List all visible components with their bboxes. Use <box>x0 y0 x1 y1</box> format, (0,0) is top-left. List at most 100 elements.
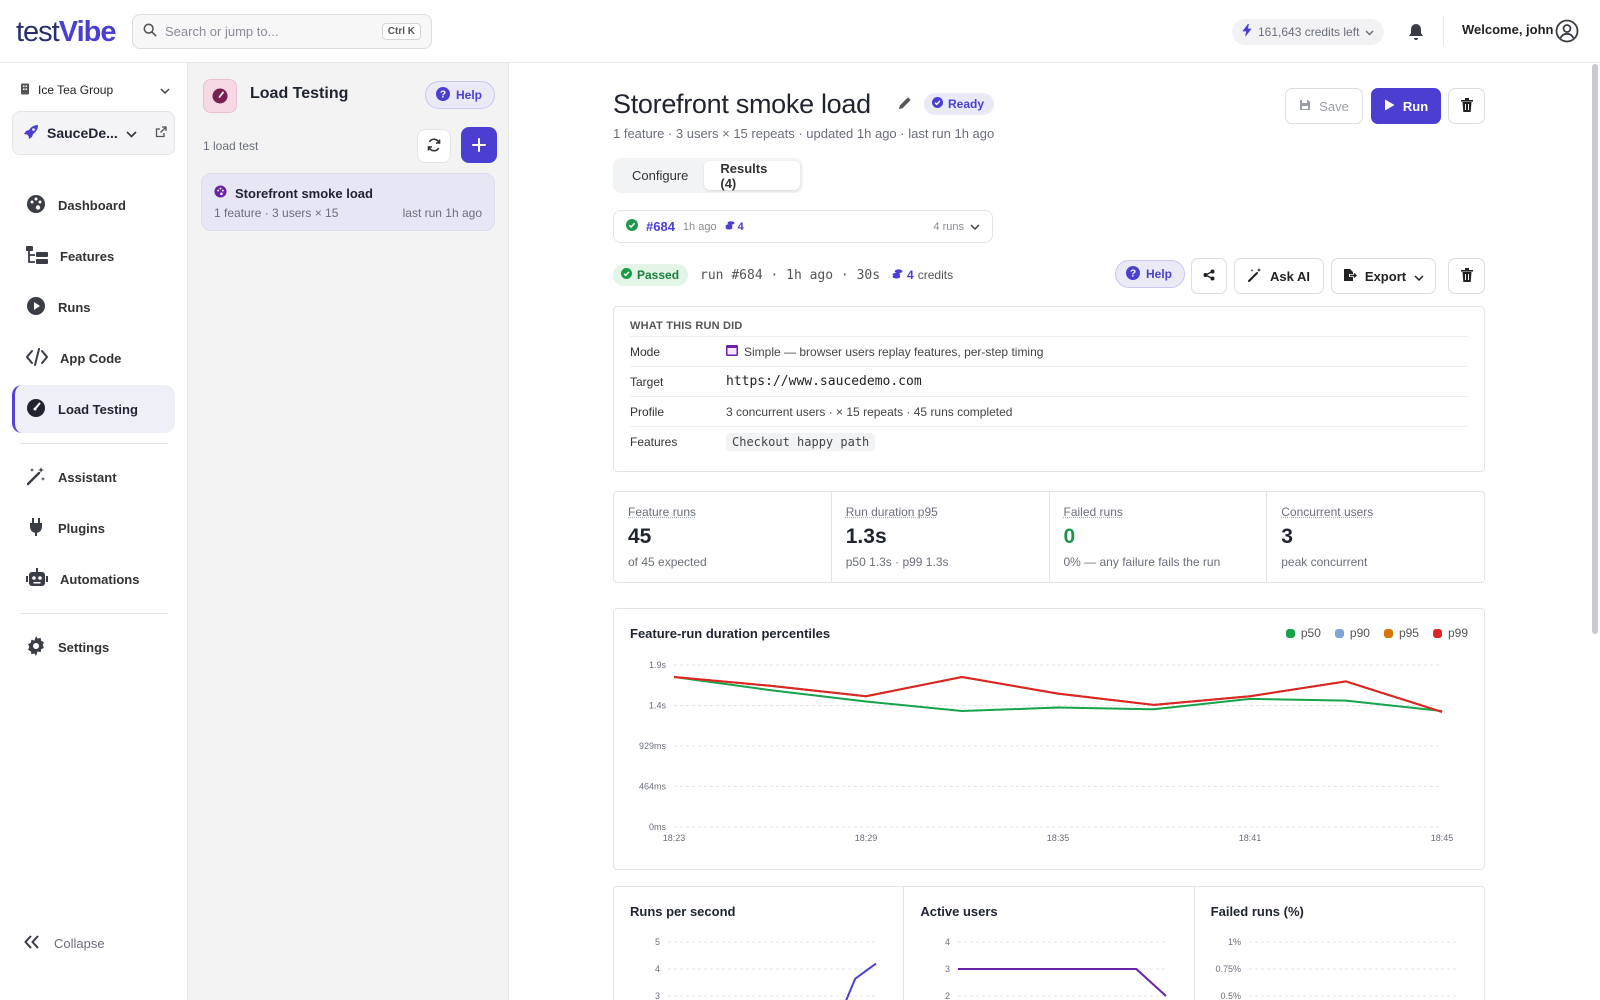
tab-configure[interactable]: Configure <box>616 161 704 190</box>
share-button[interactable] <box>1191 258 1227 294</box>
run-button[interactable]: Run <box>1371 88 1441 124</box>
run-summary-heading: WHAT THIS RUN DID <box>630 307 1468 337</box>
legend-item-p95[interactable]: p95 <box>1384 626 1419 640</box>
sidebar-item-assistant[interactable]: Assistant <box>12 453 175 501</box>
sidebar-item-dashboard[interactable]: Dashboard <box>12 181 175 229</box>
sidebar-item-settings[interactable]: Settings <box>12 623 175 671</box>
stat-label: Run duration p95 <box>846 505 1035 519</box>
rocket-icon <box>23 124 39 143</box>
main-content: Storefront smoke load Ready 1 feature · … <box>510 63 1600 1000</box>
testvibe-logo[interactable]: testVibe <box>16 12 115 52</box>
y-tick-label: 1% <box>1228 937 1241 947</box>
stat-label: Failed runs <box>1064 505 1253 519</box>
status-badge: Ready <box>924 93 994 115</box>
page-subtitle: 1 feature · 3 users × 15 repeats · updat… <box>613 126 994 141</box>
run-credits-summary: 4 credits <box>892 268 953 282</box>
sidebar-item-label: Assistant <box>58 470 117 485</box>
pencil-icon[interactable] <box>898 96 912 113</box>
passed-label: Passed <box>637 268 679 282</box>
run-help-button[interactable]: ? Help <box>1115 260 1185 288</box>
file-export-icon <box>1343 268 1357 285</box>
help-button[interactable]: ? Help <box>425 81 495 109</box>
export-button[interactable]: Export <box>1331 258 1436 294</box>
external-link-icon[interactable] <box>155 125 167 141</box>
magic-wand-icon <box>26 466 46 489</box>
load-test-list-panel: Load Testing ? Help 1 load test Storefro… <box>187 63 509 1000</box>
help-label: Help <box>456 88 482 102</box>
plug-icon <box>26 517 46 540</box>
ask-ai-button[interactable]: Ask AI <box>1234 258 1324 294</box>
stat-run-duration: Run duration p95 1.3s p50 1.3s · p99 1.3… <box>832 492 1050 582</box>
coins-icon <box>892 268 903 282</box>
svg-text:?: ? <box>1130 268 1136 279</box>
legend-swatch <box>1433 629 1442 638</box>
delete-button[interactable] <box>1448 88 1485 124</box>
sidebar-item-load-testing[interactable]: Load Testing <box>12 385 175 433</box>
load-test-last-run: last run 1h ago <box>403 206 482 220</box>
stat-value: 3 <box>1281 525 1470 549</box>
stat-value: 0 <box>1064 525 1253 549</box>
search-input[interactable] <box>165 24 382 39</box>
save-label: Save <box>1319 99 1349 114</box>
stat-failed-runs: Failed runs 0 0% — any failure fails the… <box>1050 492 1268 582</box>
x-tick-label: 18:29 <box>855 833 878 843</box>
folder-tree-icon <box>26 246 48 267</box>
check-circle-icon <box>626 219 638 234</box>
y-tick-label: 0.75% <box>1215 964 1241 974</box>
sidebar: Ice Tea Group SauceDe... Dashboard Featu… <box>0 63 187 1000</box>
active-users-chart: 432 Active users <box>904 887 1194 1000</box>
help-label: Help <box>1146 267 1172 281</box>
mode-value: Simple — browser users replay features, … <box>744 345 1043 359</box>
percentile-chart: 0ms464ms929ms1.4s1.9s18:23 18:29 18:35 18:4… <box>614 609 1486 871</box>
user-avatar-icon[interactable] <box>1555 19 1579 46</box>
stat-sub: peak concurrent <box>1281 555 1470 569</box>
question-circle-icon: ? <box>1126 266 1140 283</box>
add-load-test-button[interactable] <box>461 127 497 163</box>
feature-chip[interactable]: Checkout happy path <box>726 433 875 451</box>
bell-icon[interactable] <box>1404 20 1428 44</box>
stats-row: Feature runs 45 of 45 expected Run durat… <box>613 491 1485 583</box>
refresh-button[interactable] <box>417 129 451 163</box>
sidebar-item-label: Runs <box>58 300 91 315</box>
legend-item-p99[interactable]: p99 <box>1433 626 1468 640</box>
sidebar-item-automations[interactable]: Automations <box>12 555 175 603</box>
lightning-icon <box>1242 24 1252 40</box>
chevron-down-icon[interactable] <box>126 125 137 141</box>
legend-swatch <box>1335 629 1344 638</box>
load-test-count: 1 load test <box>203 139 258 153</box>
sidebar-item-plugins[interactable]: Plugins <box>12 504 175 552</box>
y-tick-label: 3 <box>945 964 950 974</box>
y-tick-label: 5 <box>655 937 660 947</box>
legend-item-p90[interactable]: p90 <box>1335 626 1370 640</box>
sidebar-item-features[interactable]: Features <box>12 232 175 280</box>
sidebar-item-label: Automations <box>60 572 139 587</box>
project-selector[interactable]: SauceDe... <box>12 111 175 155</box>
save-button[interactable]: Save <box>1285 88 1363 124</box>
org-selector[interactable]: Ice Tea Group <box>20 79 170 101</box>
sidebar-item-app-code[interactable]: App Code <box>12 334 175 382</box>
y-tick-label: 1.4s <box>649 701 667 711</box>
ask-ai-label: Ask AI <box>1270 269 1310 284</box>
magic-wand-icon <box>1248 268 1262 285</box>
plus-icon <box>472 132 486 158</box>
legend-label: p90 <box>1350 626 1370 640</box>
stat-concurrent-users: Concurrent users 3 peak concurrent <box>1267 492 1484 582</box>
runs-per-second-chart: 5 4 3 Runs per second <box>614 887 904 1000</box>
target-value: https://www.saucedemo.com <box>726 374 922 389</box>
run-selector[interactable]: #684 1h ago 4 4 runs <box>613 210 993 243</box>
collapse-button[interactable]: Collapse <box>24 935 105 952</box>
sidebar-item-runs[interactable]: Runs <box>12 283 175 331</box>
tab-results[interactable]: Results (4) <box>704 161 800 190</box>
y-tick-label: 929ms <box>639 741 667 751</box>
tab-bar: Configure Results (4) <box>613 158 803 193</box>
legend-label: p50 <box>1301 626 1321 640</box>
load-test-card[interactable]: Storefront smoke load 1 feature · 3 user… <box>201 173 495 231</box>
target-label: Target <box>630 375 726 389</box>
stat-sub: of 45 expected <box>628 555 817 569</box>
window-icon <box>726 345 738 359</box>
scrollbar[interactable] <box>1592 64 1598 634</box>
search-box[interactable]: Ctrl K <box>132 14 432 49</box>
delete-run-button[interactable] <box>1448 258 1485 294</box>
credits-dropdown[interactable]: 161,643 credits left <box>1232 19 1384 45</box>
legend-item-p50[interactable]: p50 <box>1286 626 1321 640</box>
